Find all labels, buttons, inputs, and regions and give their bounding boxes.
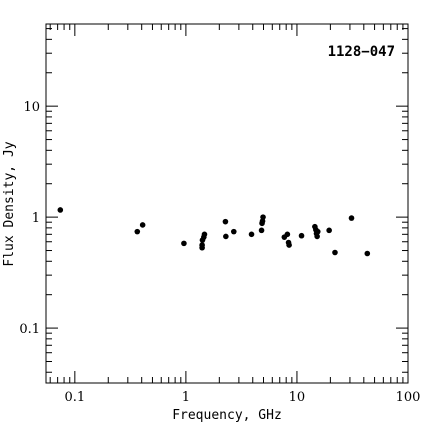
data-point bbox=[364, 250, 371, 257]
data-points bbox=[57, 207, 371, 257]
data-point bbox=[258, 227, 265, 234]
data-point bbox=[332, 249, 338, 256]
data-point bbox=[260, 214, 266, 220]
data-point bbox=[314, 228, 321, 235]
x-tick-label: 10 bbox=[289, 390, 306, 405]
data-point bbox=[134, 228, 141, 235]
y-tick-label: 1 bbox=[32, 211, 40, 226]
y-axis-label: Flux Density, Jy bbox=[2, 141, 17, 266]
data-point bbox=[326, 227, 332, 234]
data-point bbox=[199, 242, 205, 248]
data-point bbox=[248, 231, 255, 238]
tick-labels: 0.1 1 10 100 0.1 1 10 bbox=[19, 100, 420, 405]
data-point bbox=[298, 232, 305, 239]
data-point bbox=[223, 233, 229, 240]
data-point bbox=[222, 218, 229, 225]
y-tick-label: 0.1 bbox=[19, 322, 40, 337]
y-tick-label: 10 bbox=[23, 100, 40, 115]
x-axis-label: Frequency, GHz bbox=[172, 408, 282, 423]
axis-ticks bbox=[46, 24, 409, 383]
data-point bbox=[57, 207, 64, 213]
data-point bbox=[286, 242, 292, 248]
plot-frame bbox=[45, 23, 409, 384]
data-point bbox=[284, 231, 291, 238]
data-point bbox=[181, 240, 187, 247]
data-point bbox=[139, 222, 146, 228]
x-tick-label: 100 bbox=[396, 390, 421, 405]
chart-title: 1128−047 bbox=[328, 44, 395, 60]
data-point bbox=[230, 228, 237, 235]
data-point bbox=[348, 215, 355, 221]
data-point bbox=[201, 231, 208, 238]
x-tick-label: 0.1 bbox=[64, 390, 85, 405]
data-point bbox=[314, 233, 320, 240]
x-tick-label: 1 bbox=[182, 390, 190, 405]
